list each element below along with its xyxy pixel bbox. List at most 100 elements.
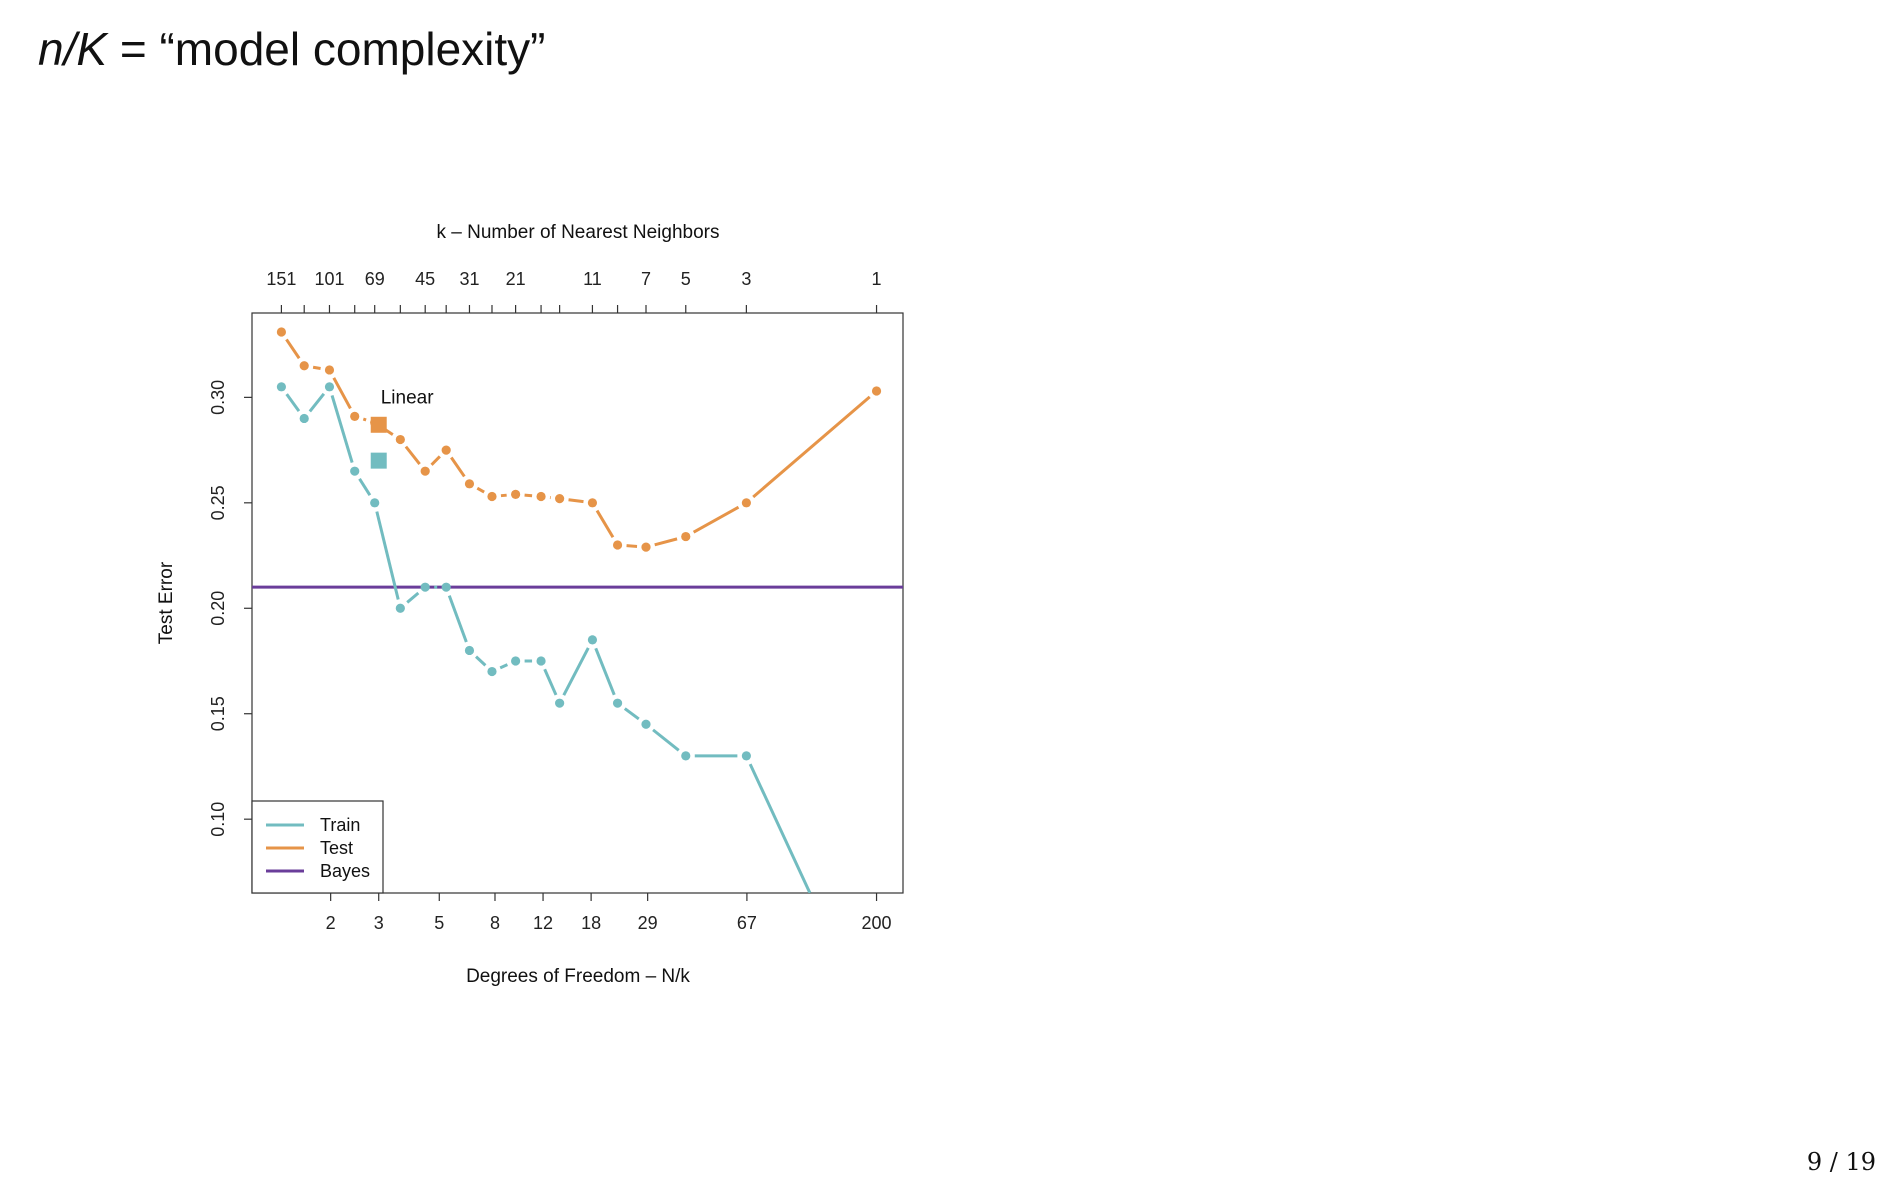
train-point: [487, 666, 497, 677]
train-line-segment: [358, 477, 372, 497]
train-point: [555, 698, 565, 708]
test-line-segment: [285, 338, 301, 360]
train-line-segment: [594, 647, 616, 696]
top-axis-title: k – Number of Nearest Neighbors: [436, 222, 719, 243]
test-point: [276, 327, 287, 337]
y-tick-label: 0.20: [208, 591, 228, 626]
train-point: [276, 382, 287, 392]
test-line-segment: [312, 365, 321, 370]
plot-frame: [251, 312, 904, 894]
test-line-segment: [752, 395, 871, 499]
train-point: [350, 466, 360, 476]
top-tick-label: 1: [872, 269, 882, 289]
train-line-segment: [375, 511, 400, 600]
test-point: [299, 361, 309, 371]
top-tick-label: 11: [583, 269, 602, 289]
test-point: [441, 445, 451, 455]
test-point: [681, 531, 691, 542]
top-tick-label: 3: [741, 269, 751, 289]
linear-train-square: [370, 452, 387, 469]
plot-area: [252, 327, 903, 893]
x-tick-label: 29: [638, 913, 658, 933]
top-tick-label: 21: [506, 269, 526, 289]
test-point: [487, 491, 497, 502]
x-tick-label: 3: [374, 913, 384, 933]
train-point: [536, 656, 546, 666]
legend-train-label: Train: [320, 815, 360, 835]
train-line-segment: [652, 728, 680, 752]
title-equals: =: [107, 23, 160, 75]
test-line-segment: [626, 544, 638, 548]
test-line-segment: [404, 445, 421, 466]
test-line-segment: [692, 505, 740, 534]
train-line-segment: [475, 655, 487, 667]
test-line-segment: [362, 417, 367, 422]
train-point: [395, 603, 405, 613]
train-point: [641, 719, 651, 729]
train-line-segment: [330, 395, 354, 463]
legend-bayes-label: Bayes: [320, 861, 370, 881]
linear-test-square: [370, 416, 387, 433]
test-point: [395, 434, 405, 445]
train-point: [464, 645, 475, 656]
top-tick-label: 151: [266, 269, 296, 289]
test-line-segment: [476, 486, 485, 494]
train-point: [681, 751, 691, 761]
x-tick-label: 67: [737, 913, 757, 933]
test-point: [350, 411, 360, 421]
test-line-segment: [568, 498, 584, 504]
train-point: [420, 582, 430, 592]
top-tick-label: 45: [415, 269, 435, 289]
x-tick-label: 18: [581, 913, 601, 933]
test-point: [741, 498, 751, 508]
train-point: [587, 635, 598, 645]
legend-test-label: Test: [320, 838, 353, 858]
train-point: [741, 751, 751, 761]
train-point: [370, 498, 380, 508]
train-point: [511, 656, 521, 666]
train-line-segment: [285, 393, 301, 413]
train-point: [324, 382, 335, 392]
y-tick-label: 0.15: [208, 696, 228, 731]
test-point: [612, 540, 623, 550]
x-tick-label: 8: [490, 913, 500, 933]
slide-title: n/K = “model complexity”: [38, 22, 545, 76]
x-tick-label: 2: [326, 913, 336, 933]
test-line-segment: [450, 456, 466, 478]
linear-annotation: Linear: [381, 388, 434, 409]
test-line-segment: [654, 537, 678, 547]
train-point: [612, 698, 623, 708]
test-point: [464, 479, 475, 489]
train-line-segment: [562, 647, 590, 696]
title-text: “model complexity”: [159, 23, 546, 75]
top-tick-label: 69: [365, 269, 385, 289]
test-point: [555, 494, 565, 504]
test-point: [871, 386, 882, 396]
train-line-segment: [447, 595, 468, 643]
title-math: n/K: [38, 23, 108, 75]
train-line-segment: [308, 392, 326, 413]
test-point: [324, 365, 335, 375]
test-line-segment: [332, 377, 352, 410]
x-tick-label: 5: [434, 913, 444, 933]
top-tick-label: 31: [459, 269, 479, 289]
train-line-segment: [748, 763, 812, 893]
test-point: [420, 466, 430, 476]
top-tick-label: 101: [314, 269, 344, 289]
test-line-segment: [500, 493, 507, 498]
test-point: [641, 542, 651, 552]
top-tick-label: 5: [681, 269, 691, 289]
y-tick-label: 0.10: [208, 802, 228, 837]
test-line-segment: [430, 455, 441, 466]
top-tick-label: 7: [641, 269, 651, 289]
train-line-segment: [499, 663, 509, 670]
y-tick-label: 0.30: [208, 380, 228, 415]
y-axis-title: Test Error: [156, 561, 177, 644]
train-line-segment: [623, 707, 640, 721]
page-number: 9 / 19: [1806, 1148, 1876, 1176]
train-point: [299, 413, 309, 424]
test-line-segment: [595, 509, 615, 539]
train-line-segment: [406, 591, 420, 604]
train-line-segment: [543, 668, 558, 696]
